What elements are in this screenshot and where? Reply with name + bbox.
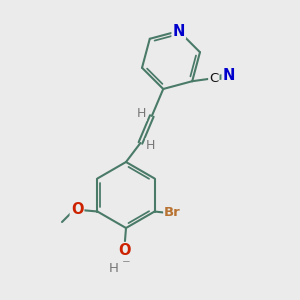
Text: Br: Br [164, 206, 181, 220]
Text: −: − [122, 257, 130, 267]
Text: C: C [209, 72, 218, 85]
Text: O: O [71, 202, 83, 217]
Text: N: N [172, 23, 185, 38]
Text: O: O [118, 243, 131, 258]
Text: H: H [146, 139, 156, 152]
Text: H: H [109, 262, 119, 275]
Text: H: H [136, 107, 146, 120]
Text: N: N [223, 68, 235, 83]
